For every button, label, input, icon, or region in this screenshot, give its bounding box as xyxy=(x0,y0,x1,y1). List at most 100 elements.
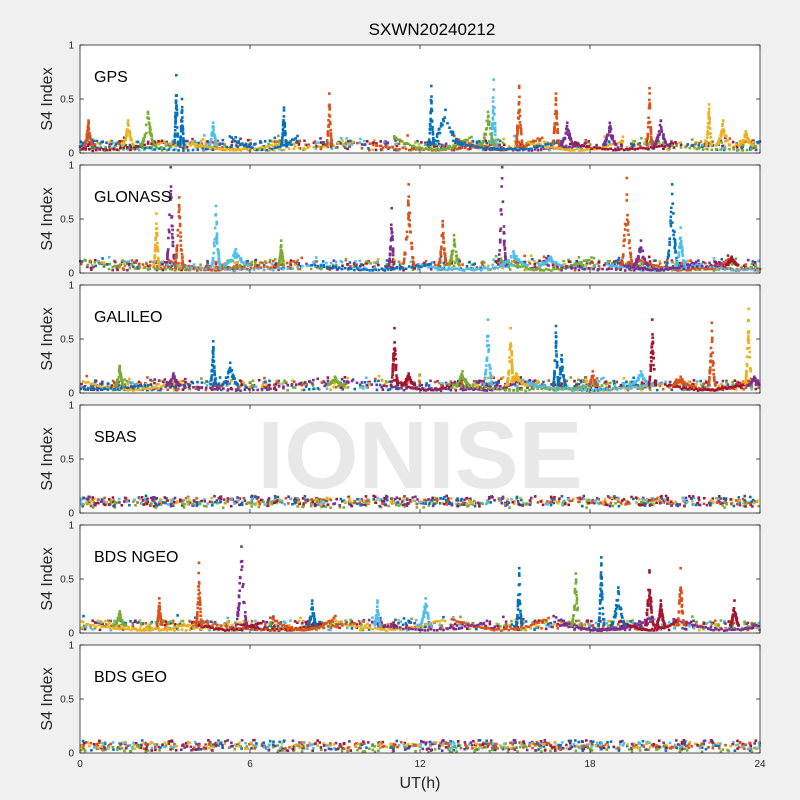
data-point xyxy=(652,265,656,269)
data-point xyxy=(749,267,752,271)
data-point xyxy=(452,144,455,147)
data-point xyxy=(638,384,642,388)
data-point xyxy=(329,135,333,138)
data-point xyxy=(551,143,555,146)
data-point xyxy=(598,146,602,150)
data-point xyxy=(461,384,464,387)
data-point xyxy=(514,145,517,148)
data-point xyxy=(388,388,392,391)
data-point xyxy=(311,382,314,385)
data-point xyxy=(291,267,294,270)
data-point xyxy=(552,130,556,134)
data-point xyxy=(138,262,141,266)
data-point xyxy=(576,145,579,149)
data-point xyxy=(604,139,607,143)
data-point xyxy=(563,263,567,266)
data-point xyxy=(395,144,399,148)
data-point xyxy=(179,231,182,234)
data-point xyxy=(496,266,500,270)
data-point xyxy=(495,381,499,385)
data-point xyxy=(411,268,415,272)
data-point xyxy=(498,387,502,391)
data-point xyxy=(721,122,724,125)
data-point xyxy=(439,268,442,272)
data-point xyxy=(618,266,621,269)
data-point xyxy=(393,137,396,140)
data-point xyxy=(744,263,748,266)
data-point xyxy=(682,383,685,387)
data-point xyxy=(206,268,210,272)
data-point xyxy=(186,149,190,152)
data-point xyxy=(235,252,239,256)
data-point xyxy=(214,260,218,264)
data-point xyxy=(339,259,343,263)
data-point xyxy=(278,260,281,263)
data-point xyxy=(692,262,696,265)
data-point xyxy=(431,130,435,134)
data-point xyxy=(628,239,631,242)
data-point xyxy=(217,269,221,272)
data-point xyxy=(90,142,93,145)
data-point xyxy=(749,145,753,149)
data-point xyxy=(670,140,673,143)
data-point xyxy=(659,266,663,269)
data-point xyxy=(647,268,650,272)
data-point xyxy=(260,386,264,389)
data-point xyxy=(745,148,749,152)
data-point xyxy=(561,147,564,151)
data-point xyxy=(329,132,332,136)
data-point xyxy=(721,264,724,267)
data-point xyxy=(394,147,398,151)
data-point xyxy=(540,136,544,140)
data-point xyxy=(423,262,426,265)
data-point xyxy=(264,380,267,384)
data-point xyxy=(180,268,183,272)
data-point xyxy=(142,148,146,152)
data-point xyxy=(352,263,356,267)
data-point xyxy=(636,265,640,269)
data-point xyxy=(227,259,231,263)
data-point xyxy=(734,388,738,391)
data-point xyxy=(482,136,486,139)
data-point xyxy=(180,264,184,268)
data-point xyxy=(442,144,445,147)
data-point xyxy=(492,258,495,261)
data-point xyxy=(328,120,332,124)
data-point xyxy=(593,146,596,149)
data-point xyxy=(181,263,185,266)
data-point xyxy=(686,143,690,146)
data-point xyxy=(695,147,698,151)
data-point xyxy=(98,262,102,266)
data-point xyxy=(263,140,267,143)
data-point xyxy=(212,143,216,146)
data-point xyxy=(215,232,219,235)
data-point xyxy=(392,135,396,138)
data-point xyxy=(547,268,551,272)
data-point xyxy=(714,268,718,271)
data-point xyxy=(624,262,628,266)
data-point xyxy=(707,103,711,106)
data-point xyxy=(215,242,219,245)
data-point xyxy=(684,145,687,149)
data-point xyxy=(202,144,205,148)
data-point xyxy=(300,388,304,392)
data-point xyxy=(230,148,233,151)
data-point xyxy=(646,135,649,138)
data-point xyxy=(493,129,497,132)
data-point xyxy=(675,378,678,381)
data-point xyxy=(155,146,158,149)
data-point xyxy=(477,388,480,391)
data-point xyxy=(399,381,403,384)
data-point xyxy=(281,131,285,134)
data-point xyxy=(210,267,213,271)
data-point xyxy=(272,268,275,272)
data-point xyxy=(573,262,577,265)
data-point xyxy=(669,222,672,225)
data-point xyxy=(636,147,639,150)
data-point xyxy=(640,266,644,270)
data-point xyxy=(440,245,443,249)
data-point xyxy=(720,382,723,386)
data-point xyxy=(302,148,305,152)
data-point xyxy=(173,386,176,389)
data-point xyxy=(681,267,684,270)
